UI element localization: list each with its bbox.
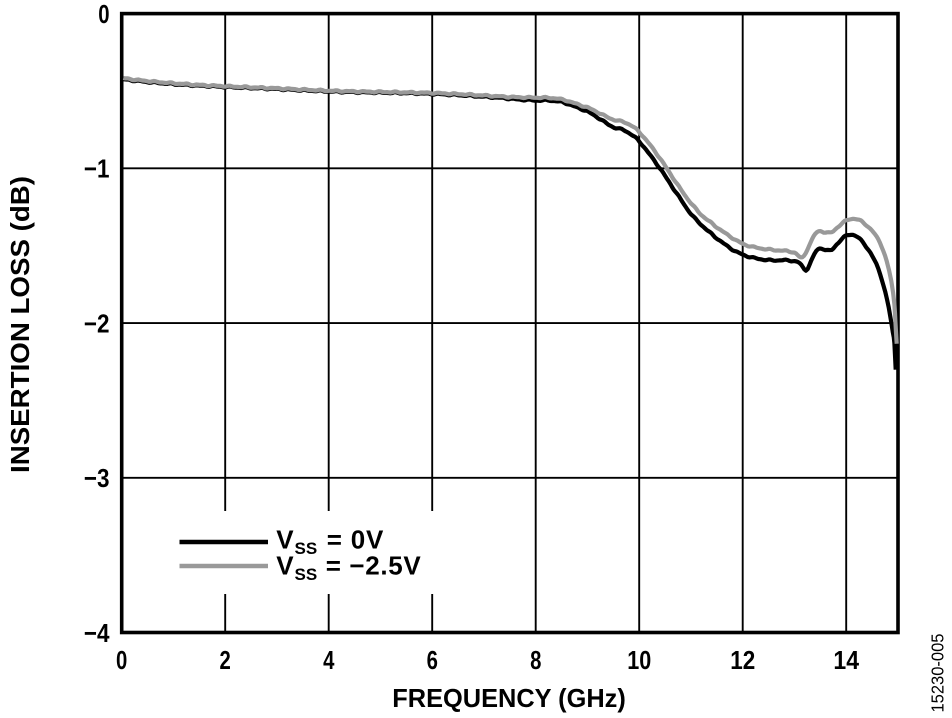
svg-text:−3: −3 (84, 463, 110, 493)
svg-text:SS: SS (295, 539, 318, 558)
svg-text:6: 6 (427, 645, 438, 675)
svg-text:= 0V: = 0V (327, 524, 384, 554)
svg-text:0: 0 (98, 0, 109, 29)
svg-text:8: 8 (530, 645, 541, 675)
svg-text:−4: −4 (84, 618, 110, 648)
svg-text:−2: −2 (84, 308, 110, 338)
svg-text:FREQUENCY (GHz): FREQUENCY (GHz) (392, 683, 626, 713)
svg-text:−1: −1 (84, 154, 110, 184)
svg-text:SS: SS (295, 565, 318, 584)
svg-text:INSERTION LOSS (dB): INSERTION LOSS (dB) (5, 176, 35, 473)
svg-text:0: 0 (116, 645, 127, 675)
svg-text:= −2.5V: = −2.5V (326, 551, 422, 581)
svg-text:10: 10 (627, 645, 651, 675)
svg-text:4: 4 (323, 645, 335, 675)
svg-text:V: V (276, 551, 294, 581)
svg-text:2: 2 (220, 645, 231, 675)
svg-text:12: 12 (730, 645, 755, 675)
svg-text:15230-005: 15230-005 (928, 634, 948, 713)
svg-text:14: 14 (833, 645, 859, 675)
svg-text:V: V (276, 524, 294, 554)
